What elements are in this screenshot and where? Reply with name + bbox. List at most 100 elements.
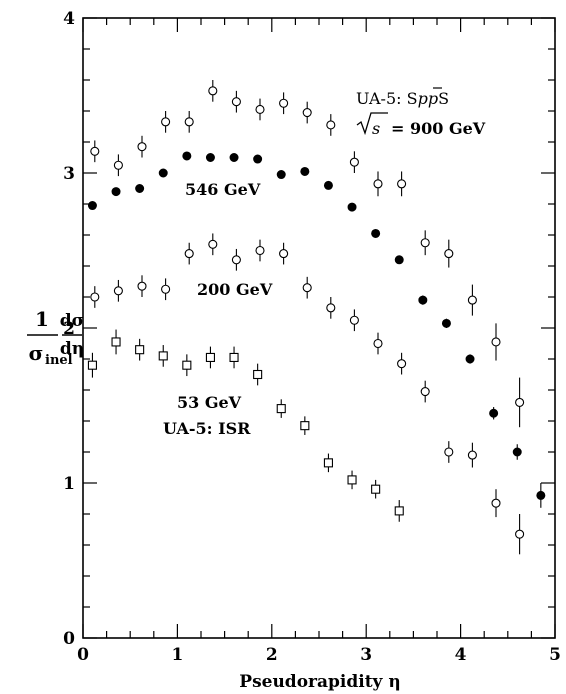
x-tick-label: 5	[549, 645, 561, 665]
data-point-open	[302, 108, 312, 118]
data-point-open	[515, 397, 525, 407]
data-point-square	[371, 484, 381, 494]
data-point-square	[300, 421, 310, 431]
data-point-open	[349, 315, 359, 325]
data-point-square	[182, 360, 192, 370]
x-tick-label: 0	[77, 645, 89, 665]
data-point-filled	[465, 354, 475, 364]
data-point-open	[255, 245, 265, 256]
data-point-square	[323, 458, 333, 468]
data-point-filled	[87, 201, 97, 211]
data-point-open	[491, 337, 501, 347]
data-point-open	[113, 160, 123, 170]
data-point-filled	[418, 295, 428, 305]
data-point-open	[279, 249, 289, 259]
data-point-open	[279, 98, 289, 108]
data-point-open	[444, 249, 454, 259]
annotation-ua5-sps: UA-5: SppS	[356, 89, 449, 108]
data-point-filled	[371, 228, 381, 238]
data-point-open	[184, 249, 194, 259]
data-point-filled	[441, 318, 451, 328]
data-point-filled	[111, 187, 121, 197]
x-tick-label: 2	[266, 645, 278, 665]
data-point-open	[326, 120, 336, 130]
data-point-filled	[229, 153, 239, 162]
annotation-ua5-sps-prefix: UA-5: S	[356, 89, 418, 108]
data-point-open	[137, 281, 147, 291]
data-point-filled	[300, 166, 310, 176]
y-tick-label: 0	[63, 629, 75, 649]
data-point-open	[397, 359, 407, 369]
x-axis-title: Pseudorapidity η	[239, 672, 400, 692]
data-point-filled	[489, 408, 499, 418]
ylabel-numerator-right: dσ	[60, 311, 84, 331]
plot-border	[82, 17, 556, 639]
data-point-open	[90, 292, 100, 302]
y-tick-label: 3	[63, 164, 75, 184]
data-point-open	[231, 255, 241, 265]
data-point-filled	[323, 180, 333, 190]
data-point-open	[161, 284, 171, 294]
data-point-open	[373, 179, 383, 189]
data-point-open	[255, 104, 265, 114]
data-point-open	[420, 238, 430, 248]
x-tick-label: 4	[455, 645, 467, 665]
data-point-open	[515, 529, 525, 539]
ylabel-denominator-right: dη	[60, 339, 84, 359]
data-point-open	[184, 117, 194, 127]
data-point-filled	[135, 184, 145, 193]
ylabel-denominator-left: σ	[29, 341, 44, 365]
data-point-open	[467, 295, 477, 305]
data-point-square	[205, 352, 215, 363]
annotation-546-gev: 546 GeV	[185, 180, 261, 199]
data-point-filled	[253, 154, 263, 164]
data-point-open	[208, 239, 218, 249]
data-point-open	[113, 286, 123, 296]
data-point-filled	[276, 170, 286, 180]
data-point-square	[158, 351, 168, 361]
data-point-filled	[347, 202, 357, 212]
data-point-open	[137, 142, 147, 152]
y-tick-label: 2	[63, 319, 75, 339]
data-point-filled	[512, 447, 522, 457]
data-point-open	[90, 146, 100, 156]
data-point-open	[326, 303, 336, 313]
data-point-square	[276, 404, 286, 414]
data-point-open	[444, 447, 454, 457]
annotation-53-gev: 53 GeV	[177, 393, 242, 412]
x-tick-label: 1	[171, 645, 183, 665]
data-point-filled	[536, 490, 546, 500]
data-point-square	[135, 345, 145, 355]
annotation-ua5-isr: UA-5: ISR	[163, 419, 251, 438]
data-point-filled	[394, 255, 404, 265]
data-point-open	[208, 86, 218, 96]
data-point-open	[302, 283, 312, 293]
data-point-square	[229, 352, 239, 363]
data-point-open	[467, 450, 477, 460]
annotation-ua5-sps-suffix: S	[438, 89, 449, 108]
data-point-filled	[158, 168, 168, 178]
y-tick-label: 1	[63, 474, 75, 494]
data-point-filled	[205, 153, 215, 162]
data-point-open	[231, 97, 241, 107]
axis-ticks: 0 1 2 3 4 5 0 1 2 3 4	[63, 9, 561, 665]
data-point-open	[491, 498, 501, 508]
annotation-sqrt-s: s	[372, 119, 380, 138]
sqrt-symbol	[356, 112, 388, 136]
annotation-200-gev: 200 GeV	[197, 280, 273, 299]
annotation-sqrt-s-value: = 900 GeV	[391, 119, 486, 138]
data-point-open	[397, 179, 407, 189]
data-point-open	[420, 386, 430, 397]
data-point-open	[373, 338, 383, 349]
data-point-square	[111, 337, 121, 347]
data-point-square	[253, 369, 263, 380]
ylabel-numerator-left: 1	[35, 307, 49, 331]
annotation-ua5-sps-p: p	[418, 89, 428, 108]
x-tick-label: 3	[360, 645, 372, 665]
data-point-open	[161, 117, 171, 127]
y-tick-label: 4	[63, 9, 75, 29]
data-point-square	[87, 360, 97, 370]
ylabel-denominator-left-sub: inel	[45, 353, 73, 368]
data-point-open	[349, 157, 359, 167]
